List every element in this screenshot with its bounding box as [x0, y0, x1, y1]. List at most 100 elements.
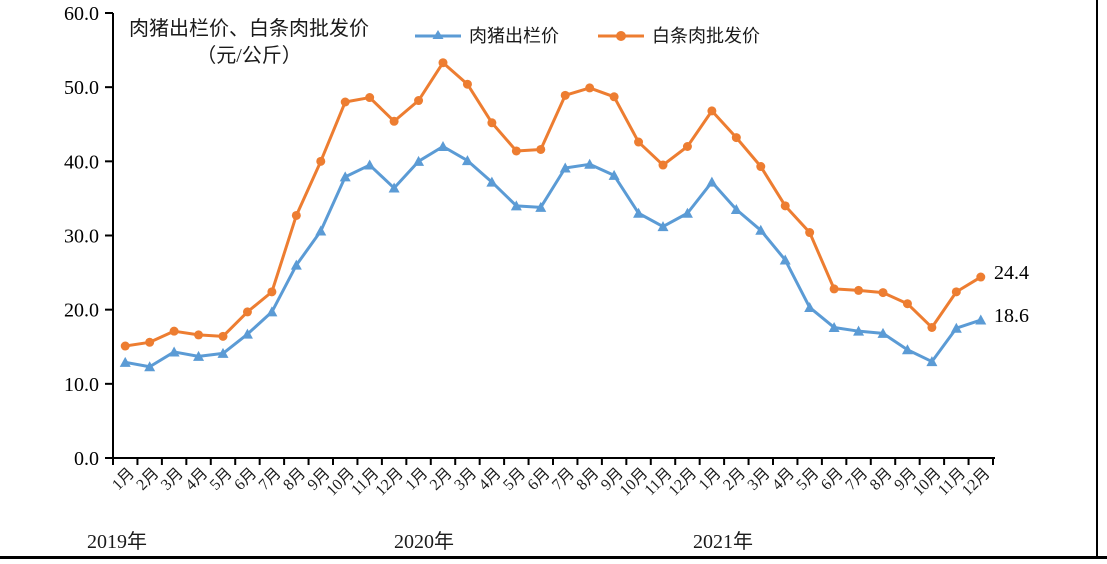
data-point-circle [878, 288, 888, 298]
x-tick-label: 6月 [525, 465, 554, 494]
year-label-2020: 2020年 [394, 531, 454, 553]
data-point-triangle [119, 356, 131, 367]
data-point-circle [316, 156, 326, 166]
data-point-circle [707, 106, 717, 116]
data-point-circle [682, 142, 692, 151]
data-point-circle [805, 228, 815, 238]
data-point-circle [536, 144, 546, 154]
data-point-triangle [755, 224, 767, 235]
data-point-circle [438, 58, 448, 68]
data-point-triangle [608, 169, 620, 180]
data-point-circle [218, 331, 228, 341]
data-point-triangle [584, 158, 596, 169]
data-point-triangle [706, 176, 718, 187]
x-tick-label: 3月 [451, 465, 480, 494]
data-point-circle [609, 92, 619, 102]
data-point-triangle [413, 155, 425, 166]
data-point-triangle [657, 221, 669, 232]
data-point-circle [194, 330, 204, 340]
x-tick-label: 5月 [207, 465, 236, 494]
data-point-circle [462, 79, 472, 89]
y-tick-label: 20.0 [64, 300, 99, 322]
year-label-2019: 2019年 [87, 531, 147, 553]
data-point-circle [829, 284, 839, 294]
data-point-triangle [804, 301, 816, 312]
data-point-circle [242, 307, 252, 317]
document-border-bottom [0, 556, 1107, 559]
x-tick-label: 7月 [842, 465, 871, 494]
data-point-triangle [633, 207, 645, 218]
x-tick-label: 4月 [476, 465, 505, 494]
legend-item-pork-wholesale: 白条肉批发价 [597, 22, 760, 48]
x-tick-label: 1月 [109, 465, 138, 494]
data-point-triangle [975, 314, 987, 325]
x-tick-label: 5月 [500, 465, 529, 494]
data-point-circle [560, 90, 570, 100]
data-point-triangle [388, 182, 400, 193]
data-point-triangle [217, 347, 229, 358]
x-tick-label: 3月 [158, 465, 187, 494]
data-point-triangle [950, 322, 962, 333]
data-point-circle [731, 133, 741, 143]
x-tick-label: 4月 [769, 465, 798, 494]
data-point-triangle [461, 155, 473, 166]
data-point-circle [145, 337, 155, 347]
legend-label-live-pig: 肉猪出栏价 [469, 26, 559, 46]
data-point-triangle [926, 356, 938, 367]
y-tick-label: 50.0 [64, 77, 99, 99]
data-point-triangle [828, 321, 840, 332]
year-label-2021: 2021年 [693, 531, 753, 553]
x-tick-label: 5月 [793, 465, 822, 494]
data-point-triangle [339, 171, 351, 182]
end-value-label-pork-wholesale: 24.4 [994, 262, 1029, 284]
data-point-circle [414, 96, 424, 106]
data-point-triangle [290, 259, 302, 270]
x-tick-label: 1月 [402, 465, 431, 494]
data-point-triangle [853, 325, 865, 336]
data-point-circle [340, 97, 350, 107]
data-point-circle [951, 287, 961, 297]
y-tick-label: 30.0 [64, 226, 99, 248]
x-tick-label: 2月 [133, 465, 162, 494]
data-point-triangle [315, 225, 327, 236]
x-tick-label: 8月 [280, 465, 309, 494]
data-point-triangle [779, 254, 791, 265]
data-point-triangle [364, 159, 376, 170]
data-point-circle [389, 116, 399, 126]
data-point-triangle [901, 344, 913, 355]
legend-swatch-line-triangle-icon [415, 30, 461, 39]
data-point-triangle [877, 327, 889, 338]
data-point-triangle [535, 201, 547, 212]
y-tick-label: 0.0 [74, 448, 99, 470]
data-point-circle [976, 272, 986, 282]
x-tick-label: 7月 [256, 465, 285, 494]
data-point-triangle [168, 346, 180, 357]
data-point-triangle [681, 207, 693, 218]
chart-title-line1: 肉猪出栏价、白条肉批发价 [129, 18, 369, 40]
data-point-circle [585, 83, 595, 93]
data-point-circle [780, 201, 790, 211]
data-point-triangle [144, 361, 156, 372]
data-point-triangle [559, 162, 571, 173]
legend-label-pork-wholesale: 白条肉批发价 [652, 26, 760, 46]
data-point-triangle [510, 200, 522, 211]
x-tick-label: 8月 [573, 465, 602, 494]
x-tick-label: 6月 [818, 465, 847, 494]
x-tick-label: 4月 [182, 465, 211, 494]
data-point-circle [511, 146, 521, 156]
series-line-1 [124, 61, 982, 348]
x-tick-label: 12月 [959, 465, 994, 500]
data-point-circle [902, 299, 912, 309]
x-tick-label: 2月 [427, 465, 456, 494]
chart-legend: 肉猪出栏价 白条肉批发价 [414, 22, 760, 48]
y-tick-label: 60.0 [64, 3, 99, 25]
data-point-triangle [437, 141, 449, 151]
data-point-triangle [266, 306, 278, 317]
legend-item-live-pig: 肉猪出栏价 [414, 22, 559, 48]
data-point-circle [120, 341, 130, 351]
data-point-circle [291, 210, 301, 220]
x-tick-label: 1月 [696, 465, 725, 494]
end-value-label-live-pig: 18.6 [994, 305, 1029, 327]
